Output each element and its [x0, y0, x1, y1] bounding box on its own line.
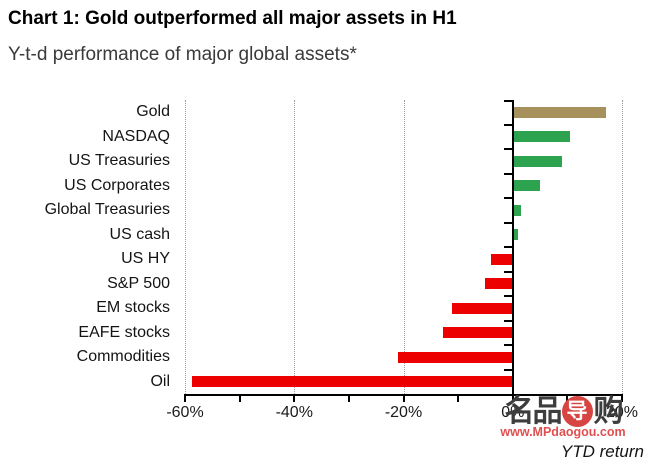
- x-tick-label: -20%: [384, 404, 423, 421]
- x-tick-label: -60%: [166, 404, 204, 421]
- category-label: Global Treasuries: [44, 201, 170, 219]
- zero-axis-tick: [503, 319, 512, 322]
- bar: [485, 278, 513, 290]
- category-label: NASDAQ: [102, 127, 170, 145]
- x-axis-tick: [511, 396, 514, 402]
- x-axis-tick: [238, 396, 241, 402]
- gridline: [185, 100, 186, 394]
- category-label: US HY: [121, 250, 170, 268]
- gridline: [294, 100, 296, 394]
- bar: [512, 106, 606, 118]
- watermark-logo-char: 购: [593, 394, 624, 428]
- bar: [451, 302, 513, 314]
- ytd-return-label: YTD return: [560, 442, 644, 461]
- category-label: US Treasuries: [68, 152, 170, 170]
- zero-axis-line: [511, 100, 514, 394]
- x-axis-tick: [457, 396, 460, 402]
- watermark-logo: 名 品 导 购: [496, 396, 630, 427]
- zero-axis-tick: [503, 123, 512, 126]
- bar: [191, 376, 513, 388]
- bar: [512, 229, 519, 241]
- watermark-logo-char: 名: [504, 394, 535, 428]
- zero-axis-tick: [503, 246, 512, 248]
- category-label: Oil: [150, 372, 170, 390]
- x-tick-label: -40%: [275, 404, 313, 421]
- zero-axis-tick: [503, 100, 512, 102]
- plot-area: -60% -40% -20% 0% 20%: [166, 100, 638, 421]
- zero-axis-tick: [503, 148, 512, 150]
- zero-axis-tick: [503, 270, 512, 273]
- bar: [512, 131, 571, 143]
- zero-axis-tick: [503, 221, 512, 224]
- chart-subtitle: Y-t-d performance of major global assets…: [8, 44, 357, 65]
- watermark: 名 品 导 购 www.MPdaogou.com: [496, 396, 630, 439]
- gridline: [622, 100, 623, 394]
- bar: [512, 204, 521, 216]
- x-axis-tick: [402, 396, 405, 402]
- x-axis-line: [184, 394, 623, 396]
- zero-axis-tick: [503, 344, 512, 346]
- bar: [512, 180, 541, 192]
- category-label: S&P 500: [107, 274, 170, 292]
- watermark-url: www.MPdaogou.com: [500, 425, 626, 439]
- category-label: Commodities: [76, 348, 170, 366]
- zero-axis-tick: [503, 368, 512, 371]
- category-axis: Gold NASDAQ US Treasuries US Corporates Glob…: [0, 100, 170, 394]
- category-label: US Corporates: [64, 176, 170, 194]
- x-axis-tick: [347, 396, 350, 402]
- x-axis-tick: [184, 396, 186, 402]
- gridline: [403, 100, 405, 394]
- category-label: EM stocks: [96, 299, 170, 317]
- chart-title: Chart 1: Gold outperformed all major ass…: [8, 8, 457, 29]
- zero-axis-tick: [503, 172, 512, 175]
- bar: [398, 351, 513, 363]
- bar: [512, 155, 562, 167]
- watermark-logo-circle-char: 导: [561, 396, 593, 427]
- bar: [443, 327, 513, 339]
- category-label: Gold: [136, 103, 170, 121]
- watermark-logo-char: 品: [532, 394, 563, 428]
- zero-axis-tick: [503, 295, 512, 297]
- bar: [491, 253, 513, 265]
- category-label: EAFE stocks: [78, 323, 170, 341]
- x-tick-label: 20%: [605, 404, 639, 421]
- category-label: US cash: [109, 225, 170, 243]
- x-axis-tick: [621, 396, 623, 402]
- x-tick-label: 0%: [501, 404, 525, 421]
- zero-axis-tick: [503, 197, 512, 199]
- x-axis-tick: [293, 396, 296, 402]
